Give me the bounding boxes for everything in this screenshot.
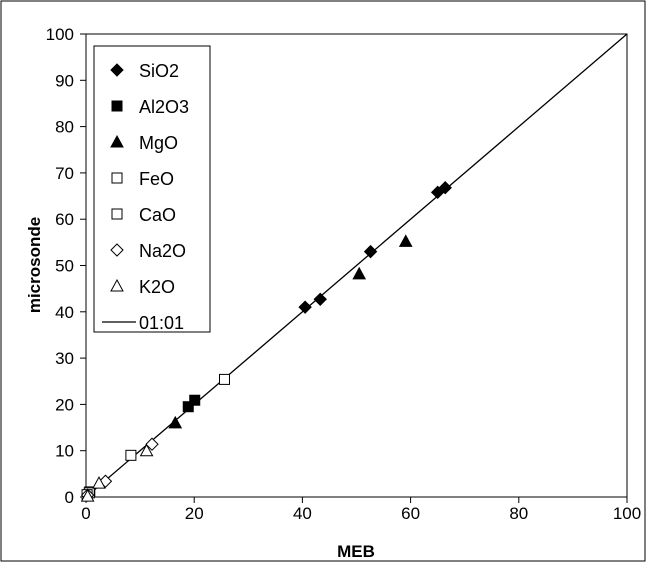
y-tick-label: 40 xyxy=(55,303,74,322)
data-point-al2o3 xyxy=(189,394,201,406)
legend: SiO2 Al2O3 MgO FeO CaO Na2O K2O 01:01 xyxy=(93,45,211,333)
y-tick-label: 80 xyxy=(55,118,74,137)
legend-item-01-01: 01:01 xyxy=(102,313,184,333)
series-al2o3 xyxy=(182,394,201,413)
legend-swatch-mgo xyxy=(110,134,124,148)
legend-swatch-sio2 xyxy=(110,63,124,77)
series-sio2 xyxy=(298,181,452,314)
legend-swatch-feo xyxy=(111,172,123,184)
x-tick-label: 80 xyxy=(509,504,528,523)
data-point-sio2 xyxy=(298,300,312,314)
legend-item-mgo: MgO xyxy=(110,133,178,153)
series-mgo xyxy=(168,234,413,429)
y-tick-label: 50 xyxy=(55,257,74,276)
data-point-k2o xyxy=(139,443,154,457)
series-k2o xyxy=(80,443,154,502)
x-tick-label: 60 xyxy=(401,504,420,523)
data-point-sio2 xyxy=(438,181,452,195)
legend-swatch-na2o xyxy=(110,243,124,257)
legend-swatch-cao xyxy=(111,208,123,220)
legend-label-feo: FeO xyxy=(139,169,174,189)
legend-swatch-k2o xyxy=(110,278,124,292)
y-axis-title: microsonde xyxy=(25,217,44,313)
y-tick-label: 70 xyxy=(55,164,74,183)
data-point-sio2 xyxy=(363,244,378,259)
legend-label-k2o: K2O xyxy=(139,277,175,297)
legend-label-al2o3: Al2O3 xyxy=(139,97,189,117)
data-point-k2o xyxy=(92,476,106,489)
data-point-sio2 xyxy=(313,292,327,307)
legend-label-cao: CaO xyxy=(139,205,176,225)
data-points xyxy=(80,181,452,502)
y-tick-label: 30 xyxy=(55,349,74,368)
legend-label-01-01: 01:01 xyxy=(139,313,184,333)
legend-label-sio2: SiO2 xyxy=(139,61,179,81)
data-point-feo xyxy=(218,373,230,385)
data-point-k2o xyxy=(80,489,95,502)
y-tick-label: 10 xyxy=(55,442,74,461)
legend-label-mgo: MgO xyxy=(139,133,178,153)
y-tick-label: 100 xyxy=(46,25,74,44)
legend-box xyxy=(93,45,211,333)
x-axis-title: MEB xyxy=(337,542,375,561)
x-tick-label: 0 xyxy=(81,504,90,523)
legend-item-al2o3: Al2O3 xyxy=(111,97,189,117)
data-point-mgo xyxy=(168,415,183,429)
legend-swatch-al2o3 xyxy=(111,100,123,112)
data-point-mgo xyxy=(398,234,413,247)
y-tick-label: 20 xyxy=(55,395,74,414)
data-point-mgo xyxy=(352,266,367,280)
legend-label-na2o: Na2O xyxy=(139,241,186,261)
y-tick-label: 0 xyxy=(65,488,74,507)
x-tick-label: 100 xyxy=(613,504,641,523)
y-tick-label: 60 xyxy=(55,210,74,229)
y-tick-label: 90 xyxy=(55,71,74,90)
data-point-na2o xyxy=(145,437,159,451)
axes: 0 20 40 60 80 100 0 10 20 30 40 50 60 70 80 90 100 xyxy=(46,25,642,523)
legend-item-feo: FeO xyxy=(111,169,174,189)
legend-item-cao: CaO xyxy=(111,205,176,225)
legend-item-k2o: K2O xyxy=(110,277,175,297)
legend-items: SiO2 Al2O3 MgO FeO CaO Na2O K2O 01:01 xyxy=(102,61,189,333)
data-point-al2o3 xyxy=(182,401,194,413)
data-point-feo xyxy=(125,449,137,461)
x-tick-label: 20 xyxy=(185,504,204,523)
legend-item-sio2: SiO2 xyxy=(110,61,179,81)
x-tick-label: 40 xyxy=(293,504,312,523)
legend-item-na2o: Na2O xyxy=(110,241,186,261)
